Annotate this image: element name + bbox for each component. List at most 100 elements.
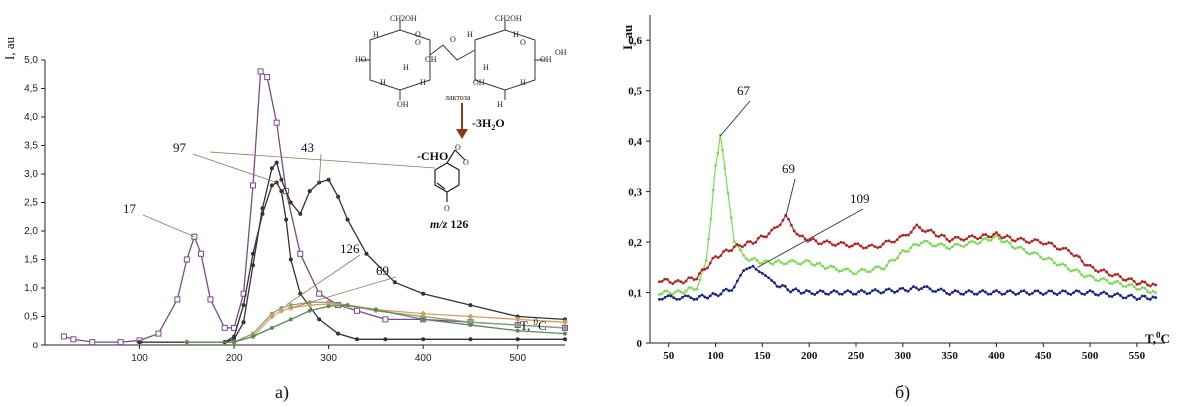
chart-b-point — [788, 260, 791, 263]
chart-a-point — [264, 74, 271, 81]
chart-b-point — [1102, 276, 1106, 280]
chart-a-point — [468, 323, 473, 328]
chart-a-point — [298, 211, 303, 216]
chart-b-point — [1000, 236, 1004, 240]
chart-b-point — [1014, 293, 1018, 296]
chart-b-xtick-label: 400 — [988, 350, 1005, 362]
product-group-label: -CHO — [417, 149, 448, 163]
chart-b-point — [1066, 292, 1070, 295]
chart-b-point — [805, 289, 808, 292]
chart-b-point — [1080, 259, 1084, 263]
chart-b-point — [722, 288, 725, 292]
chart-b-point — [984, 233, 988, 236]
chart-b-point — [1135, 287, 1139, 291]
chart-b-annotation-label: 69 — [782, 161, 795, 176]
chart-b-point — [674, 290, 677, 294]
chart-b-point — [834, 244, 837, 247]
chart-b-point — [1154, 283, 1158, 287]
chart-b-point — [1058, 248, 1062, 251]
chart-b-xtick-label: 100 — [707, 350, 724, 362]
chart-b-point — [934, 234, 938, 238]
chart-b-point — [681, 295, 684, 299]
chart-b-point — [789, 290, 792, 294]
chart-b-point — [1061, 289, 1064, 293]
chart-b-point — [1069, 269, 1073, 273]
chart-b-point — [956, 242, 960, 246]
chart-b-point — [1013, 239, 1017, 243]
chart-b-point — [1003, 240, 1006, 244]
chart-b-point — [754, 267, 758, 271]
chart-b-point — [964, 290, 968, 294]
chart-b-point — [807, 289, 811, 293]
chart-b-point — [722, 250, 725, 253]
chart-b-point — [1039, 291, 1042, 295]
chart-a-point — [467, 313, 474, 320]
chart-b-point — [857, 290, 861, 294]
chart-b-point — [775, 284, 779, 288]
chart-b-point — [821, 264, 824, 268]
chart-b-point — [962, 292, 965, 296]
chart-b-point — [829, 290, 833, 294]
chart-b-point — [839, 240, 843, 244]
chart-b-point — [666, 294, 670, 298]
chart-b-annotation-leader — [719, 100, 751, 137]
chart-b-point — [848, 245, 851, 249]
chart-b-point — [1011, 291, 1015, 294]
chart-b-point — [1028, 293, 1031, 296]
chart-b-point — [767, 232, 771, 236]
chart-b-point — [1072, 254, 1076, 258]
chart-b-point — [716, 256, 720, 259]
chart-b-point — [981, 237, 985, 241]
chart-b-point — [711, 292, 715, 295]
chart-b-point — [914, 286, 918, 290]
chart-b-point — [879, 267, 883, 270]
chart-b-point — [884, 239, 888, 243]
chart-b-point — [1154, 291, 1158, 294]
chart-b-point — [1055, 247, 1059, 251]
chart-b-xtick-label: 450 — [1035, 350, 1052, 362]
chart-b-point — [679, 280, 683, 284]
chart-b-point — [1053, 244, 1056, 248]
chart-b-point — [732, 240, 736, 244]
chart-b-point — [1124, 285, 1128, 288]
reaction-arrow-head — [456, 129, 468, 139]
chart-b-point — [1027, 252, 1031, 256]
chart-b-point — [809, 238, 812, 242]
chart-b-point — [692, 288, 696, 292]
chart-b-point — [1138, 287, 1141, 291]
chart-b-point — [1016, 237, 1020, 241]
chart-b-point — [1008, 241, 1012, 245]
chart-b-point — [745, 267, 749, 271]
chart-b-point — [757, 270, 761, 274]
chart-b-point — [1113, 280, 1117, 284]
chart-a-annotation-label: 17 — [123, 201, 137, 216]
chart-b-point — [781, 284, 784, 287]
chart-b-point — [773, 226, 776, 230]
chart-b-point — [1096, 270, 1100, 274]
chart-b-point — [1027, 241, 1031, 245]
chart-a-point — [288, 200, 293, 205]
chart-b-point — [683, 294, 687, 298]
chart-b-point — [679, 290, 683, 294]
chart-a-ytick-label: 2,5 — [24, 198, 38, 209]
atom-label: O — [415, 30, 421, 39]
chart-b-point — [1033, 238, 1037, 241]
chart-a-ytick-label: o — [32, 340, 38, 351]
chart-b-point — [802, 291, 806, 295]
chart-b-point — [973, 235, 977, 239]
chart-b-point — [748, 266, 752, 269]
chart-b-point — [1044, 291, 1048, 295]
chart-b-point — [779, 260, 783, 264]
atom-label: OH — [425, 55, 437, 64]
chart-b-point — [1069, 252, 1073, 256]
chart-a-point — [269, 183, 274, 188]
chart-b-point — [973, 241, 977, 244]
chart-b-point — [953, 242, 957, 246]
chart-b-point — [975, 292, 979, 296]
chart-b-point — [730, 249, 733, 252]
chart-b-point — [660, 297, 664, 301]
chart-b-point — [1072, 291, 1075, 295]
chart-b-point — [801, 234, 804, 238]
chart-b-point — [1066, 267, 1070, 271]
chart-b-point — [821, 290, 825, 293]
